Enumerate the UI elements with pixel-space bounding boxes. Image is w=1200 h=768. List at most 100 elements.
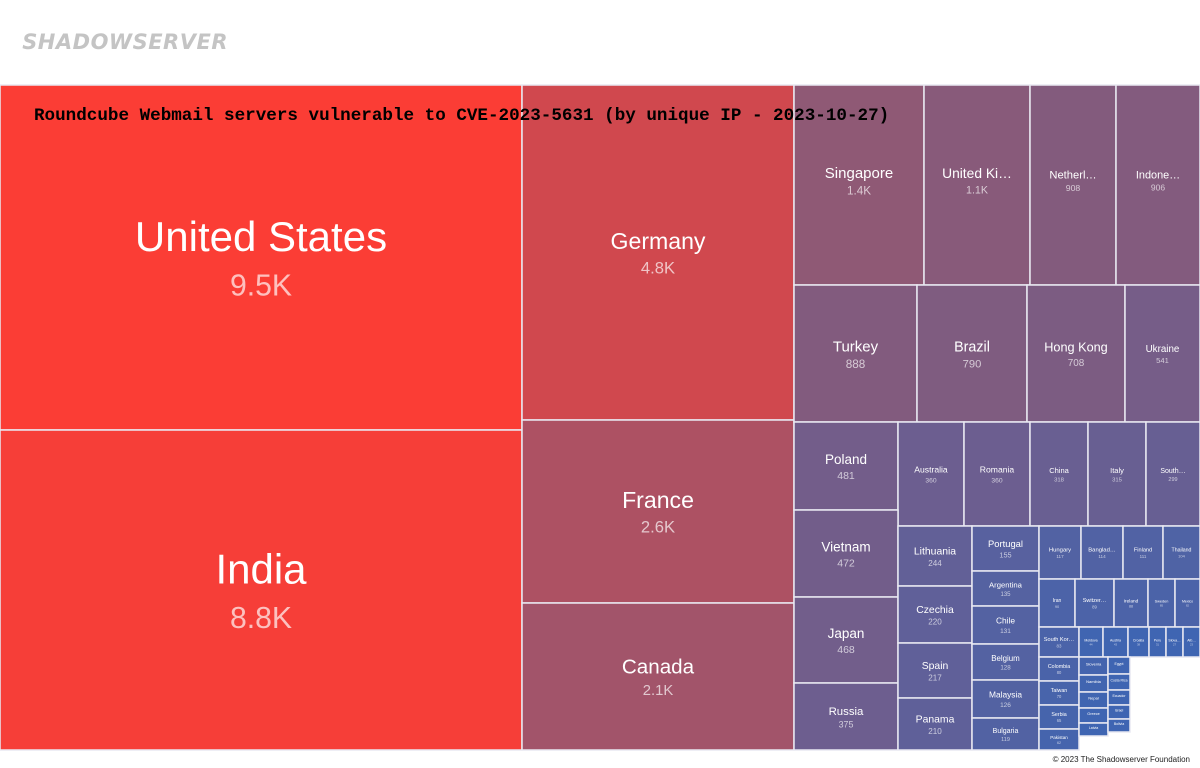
cell-portugal[interactable]: Portugal 155 (971, 525, 1040, 572)
cell-value: 360 (925, 477, 936, 484)
cell-value: 1.1K (966, 184, 989, 196)
cell-label: Iran (1053, 598, 1062, 604)
cell-netherl[interactable]: Netherl… 908 (1029, 84, 1117, 286)
cell-alb[interactable]: Alb…23 (1182, 626, 1200, 658)
cell-hong-kong[interactable]: Hong Kong 708 (1026, 284, 1126, 423)
cell-vietnam[interactable]: Vietnam 472 (793, 509, 899, 598)
cell-india[interactable]: India 8.8K (0, 429, 523, 751)
cell-malaysia[interactable]: Malaysia 126 (971, 679, 1040, 719)
cell-ecuador[interactable]: Ecuador (1107, 689, 1131, 706)
cell-label: Bolivia (1114, 722, 1124, 726)
cell-label: Israel (1115, 708, 1124, 712)
cell-label: Germany (611, 228, 706, 254)
cell-germany[interactable]: Germany 4.8K (521, 84, 795, 421)
cell-value: 468 (837, 644, 855, 656)
cell-singapore[interactable]: Singapore 1.4K (793, 84, 925, 286)
cell-indone[interactable]: Indone… 906 (1115, 84, 1200, 286)
cell-value: 65 (1057, 718, 1062, 723)
cell-united-ki[interactable]: United Ki… 1.1K (923, 84, 1031, 286)
cell-value: 888 (846, 358, 866, 371)
cell-label: Bulgaria (993, 728, 1019, 735)
cell-label: Hungary (1049, 548, 1071, 554)
cell-label: Croatia (1133, 638, 1144, 642)
cell-rect (971, 643, 1040, 681)
cell-israel[interactable]: Israel (1107, 704, 1131, 720)
cell-value: 220 (928, 618, 942, 627)
cell-japan[interactable]: Japan 468 (793, 596, 899, 684)
cell-south-kor[interactable]: South Kor…83 (1038, 626, 1080, 658)
cell-rect (793, 509, 899, 598)
cell-chile[interactable]: Chile 131 (971, 605, 1040, 645)
cell-rect (1145, 421, 1200, 527)
cell-romania[interactable]: Romania 360 (963, 421, 1031, 527)
cell-rect (923, 84, 1031, 286)
cell-value: 104 (1178, 554, 1185, 559)
cell-label: Czechia (916, 605, 954, 616)
cell-south[interactable]: South… 299 (1145, 421, 1200, 527)
cell-costa-rica[interactable]: Costa Rica (1107, 673, 1131, 691)
cell-label: Moldova (1084, 638, 1097, 642)
cell-label: Latvia (1089, 726, 1098, 730)
cell-label: Egypt (1115, 662, 1124, 666)
cell-value: 472 (837, 558, 855, 570)
cell-value: 90 (1055, 604, 1060, 609)
cell-slovenia[interactable]: Slovenia (1078, 656, 1109, 676)
cell-australia[interactable]: Australia 360 (897, 421, 965, 527)
cell-russia[interactable]: Russia 375 (793, 682, 899, 751)
cell-value: 481 (837, 470, 855, 482)
cell-panama[interactable]: Panama 210 (897, 697, 973, 751)
cell-value: 210 (928, 727, 942, 736)
cell-poland[interactable]: Poland 481 (793, 421, 899, 511)
cell-label: Lithuania (914, 546, 956, 557)
cell-belgium[interactable]: Belgium 128 (971, 643, 1040, 681)
cell-greece[interactable]: Greece (1078, 707, 1109, 724)
cell-bolivia[interactable]: Bolivia (1107, 718, 1131, 733)
cell-turkey[interactable]: Turkey 888 (793, 284, 918, 423)
cell-slova[interactable]: Slova…27 (1165, 626, 1184, 658)
cell-lithuania[interactable]: Lithuania 244 (897, 525, 973, 587)
cell-label: Portugal (988, 538, 1023, 549)
cell-brazil[interactable]: Brazil 790 (916, 284, 1028, 423)
cell-label: Finland (1134, 548, 1152, 554)
cell-label: Sweden (1155, 599, 1169, 603)
cell-nepal[interactable]: Nepal (1078, 691, 1109, 709)
cell-france[interactable]: France 2.6K (521, 419, 795, 604)
cell-czechia[interactable]: Czechia 220 (897, 585, 973, 644)
cell-namibia[interactable]: Namibia (1078, 674, 1109, 693)
cell-value: 119 (1001, 737, 1010, 743)
cell-latvia[interactable]: Latvia (1078, 722, 1109, 737)
cell-italy[interactable]: Italy 315 (1087, 421, 1147, 527)
cell-label: Italy (1110, 466, 1124, 475)
cell-rect (971, 570, 1040, 607)
cell-rect (0, 429, 523, 751)
cell-value: 1.4K (847, 185, 871, 198)
cell-argentina[interactable]: Argentina 135 (971, 570, 1040, 607)
cell-egypt[interactable]: Egypt (1107, 656, 1131, 675)
cell-spain[interactable]: Spain 217 (897, 642, 973, 699)
cell-banglad[interactable]: Banglad…114 (1080, 525, 1124, 580)
cell-switzer[interactable]: Switzer…89 (1074, 578, 1115, 628)
cell-value: 85 (1160, 604, 1164, 608)
cell-bulgaria[interactable]: Bulgaria 119 (971, 717, 1040, 751)
cell-china[interactable]: China 318 (1029, 421, 1089, 527)
cell-canada[interactable]: Canada 2.1K (521, 602, 795, 751)
cell-value: 131 (1000, 628, 1011, 635)
cell-united-states[interactable]: United States 9.5K (0, 84, 523, 431)
cell-rect (793, 284, 918, 423)
